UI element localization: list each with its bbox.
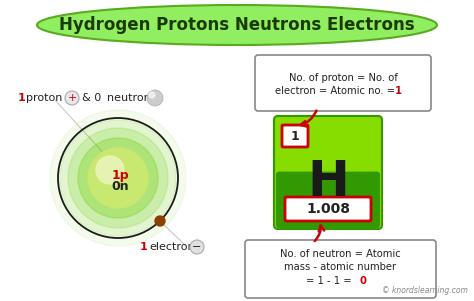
FancyBboxPatch shape [285, 197, 371, 221]
Circle shape [88, 148, 148, 208]
FancyBboxPatch shape [255, 55, 431, 111]
Text: No. of neutron = Atomic: No. of neutron = Atomic [280, 249, 401, 259]
Text: & 0: & 0 [82, 93, 101, 103]
Text: electron: electron [149, 242, 195, 252]
Text: 1p: 1p [111, 169, 129, 182]
Text: 1: 1 [140, 242, 148, 252]
Text: Hydrogen Protons Neutrons Electrons: Hydrogen Protons Neutrons Electrons [59, 16, 415, 34]
Circle shape [65, 91, 79, 105]
FancyBboxPatch shape [245, 240, 436, 298]
Text: proton: proton [26, 93, 63, 103]
Text: 1: 1 [291, 129, 300, 142]
Text: 0n: 0n [111, 181, 129, 194]
Circle shape [155, 216, 165, 226]
Text: electron = Atomic no. =: electron = Atomic no. = [275, 86, 395, 96]
Text: 1: 1 [394, 86, 401, 96]
Text: 1.008: 1.008 [306, 202, 350, 216]
Circle shape [147, 90, 163, 106]
Text: −: − [192, 242, 202, 252]
Text: = 1 - 1 =: = 1 - 1 = [306, 276, 351, 286]
Text: © knordslearning.com: © knordslearning.com [382, 286, 468, 295]
Text: neutron: neutron [107, 93, 151, 103]
FancyBboxPatch shape [274, 116, 382, 229]
Ellipse shape [37, 5, 437, 45]
Text: H: H [307, 158, 349, 206]
Text: No. of proton = No. of: No. of proton = No. of [289, 73, 397, 83]
Circle shape [60, 120, 176, 236]
Circle shape [78, 138, 158, 218]
Circle shape [149, 92, 155, 98]
Circle shape [68, 128, 168, 228]
Text: mass - atomic number: mass - atomic number [284, 262, 397, 272]
FancyBboxPatch shape [276, 172, 380, 228]
Text: 0: 0 [359, 276, 366, 286]
Circle shape [190, 240, 204, 254]
Circle shape [96, 156, 124, 184]
Circle shape [50, 110, 186, 246]
FancyBboxPatch shape [282, 125, 308, 147]
Text: +: + [67, 93, 77, 103]
Text: 1: 1 [18, 93, 26, 103]
